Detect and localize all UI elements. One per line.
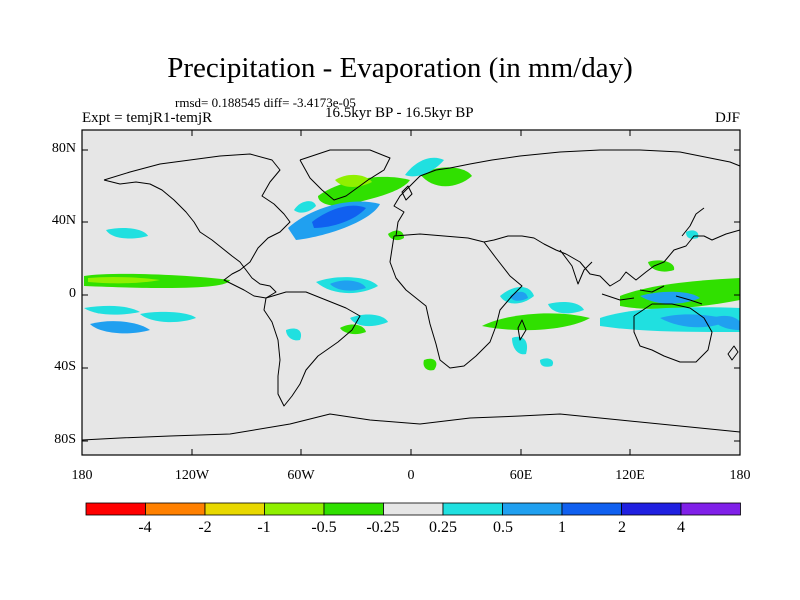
lon-label: 180 — [729, 468, 751, 483]
colorbar-label: -2 — [198, 519, 212, 536]
stats-line: rmsd= 0.188545 diff= -3.4173e-05 — [175, 95, 356, 110]
lat-label: 40S — [54, 359, 76, 374]
coastline-africa — [389, 233, 523, 369]
lon-label: 60E — [509, 468, 533, 483]
colorbar-label: -1 — [257, 519, 271, 536]
colorbar-label: 1 — [558, 519, 566, 536]
colorbar-swatch — [323, 502, 384, 516]
patch-indian-green — [482, 313, 590, 331]
coastline-australia — [633, 303, 713, 363]
period-label: 16.5kyr BP - 16.5kyr BP — [325, 105, 474, 121]
coastline-uk — [401, 185, 413, 201]
colorbar-swatch — [264, 502, 325, 516]
patch-scandinavia-cyan — [405, 157, 444, 177]
colorbar-label: 2 — [618, 519, 626, 536]
map-title: Precipitation - Evaporation (in mm/day) — [167, 52, 633, 84]
colorbar-label: 0.5 — [493, 519, 513, 536]
coastline-north-america — [103, 153, 291, 299]
coastline-indonesia — [601, 285, 703, 305]
patch-s-indian-cyan — [540, 358, 554, 367]
lon-label: 120E — [615, 468, 645, 483]
patch-trop-atlantic-blue — [330, 280, 366, 291]
colorbar-swatch — [621, 502, 682, 516]
lon-label: 120W — [174, 468, 210, 483]
colorbar-swatch — [680, 502, 741, 516]
coastlines — [81, 149, 741, 441]
coastline-antarctica — [81, 413, 741, 441]
patch-n-atlantic-deep — [312, 205, 366, 228]
patch-e-pacific-edge-blue — [712, 315, 740, 330]
patch-e-pacific-yellow — [88, 276, 160, 284]
patch-se-pacific-cyan — [140, 311, 196, 323]
coastline-japan — [681, 207, 705, 237]
colorbar-label: 0.25 — [429, 519, 457, 536]
colorbar-label: -0.25 — [366, 519, 400, 536]
patch-s-america-green — [340, 324, 366, 335]
patch-indian-cyan — [548, 302, 584, 314]
patch-indonesia-blue — [640, 291, 700, 304]
experiment-label: Expt = temjR1-temjR — [82, 110, 213, 126]
patch-n-europe-green — [420, 167, 472, 187]
patch-nw-pacific-green — [648, 260, 675, 272]
colorbar-swatch — [204, 502, 265, 516]
lat-label: 80N — [51, 141, 76, 156]
axis-ticks — [81, 130, 741, 455]
patch-n-pacific-cyan — [686, 230, 699, 239]
patch-s-africa-green — [423, 358, 437, 371]
lat-label: 0 — [69, 286, 76, 301]
season-label: DJF — [714, 110, 740, 126]
coastline-india — [559, 249, 593, 285]
coastline-eurasia — [393, 149, 741, 287]
patch-greenland-cyan — [294, 201, 316, 213]
colorbar-swatch — [442, 502, 503, 516]
colorbar-swatch — [145, 502, 206, 516]
coastline-south-america — [263, 291, 361, 407]
lat-label: 80S — [54, 432, 76, 447]
field-patches — [84, 157, 740, 371]
colorbar-swatch — [561, 502, 622, 516]
coastline-madagascar — [517, 319, 527, 341]
patch-madagascar-cyan — [512, 336, 528, 355]
colorbar-label: -4 — [138, 519, 152, 536]
lon-label: 60W — [287, 468, 315, 483]
patch-pacific-cyan — [84, 305, 140, 315]
colorbar-label: 4 — [677, 519, 685, 536]
colorbar-swatch — [502, 502, 563, 516]
lon-label: 180 — [71, 468, 93, 483]
colorbar-swatch — [383, 502, 444, 516]
patch-w-pacific-blue — [660, 314, 730, 328]
colorbar-swatch — [85, 502, 146, 516]
lon-label: 0 — [407, 468, 415, 483]
colorbar-label: -0.5 — [311, 519, 337, 536]
coastline-new-zealand — [727, 345, 739, 361]
patch-w-atlantic-cyan — [106, 228, 148, 239]
coastline-greenland — [299, 149, 391, 201]
patch-n-atlantic-green — [318, 176, 410, 206]
colorbar — [85, 502, 741, 516]
patch-se-pacific-blue — [90, 321, 150, 334]
lat-label: 40N — [51, 213, 76, 228]
patch-brazil-cyan — [286, 328, 302, 341]
